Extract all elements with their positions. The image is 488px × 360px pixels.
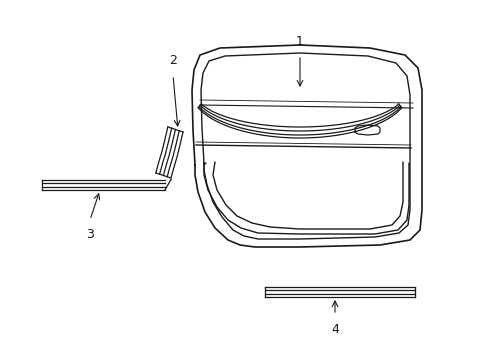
- Text: 3: 3: [86, 228, 94, 241]
- Text: 1: 1: [295, 35, 304, 48]
- Text: 4: 4: [330, 323, 338, 336]
- Text: 2: 2: [169, 54, 177, 67]
